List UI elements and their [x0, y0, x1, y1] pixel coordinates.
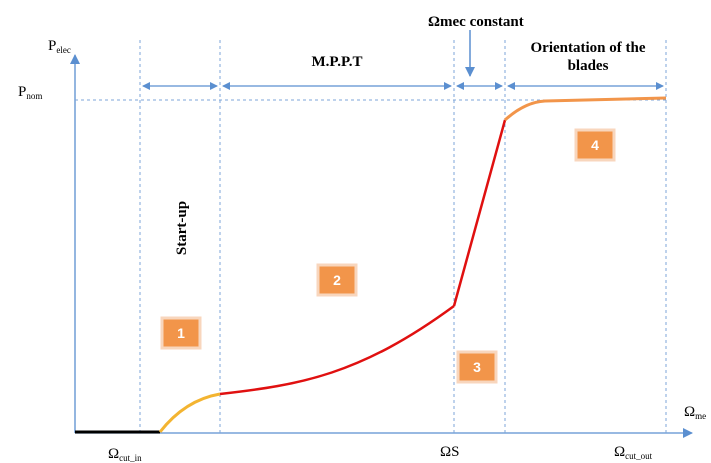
zone-label-orientation-line2: blades — [568, 58, 609, 74]
tick-label-cut-in: Ωcut_in — [108, 446, 142, 463]
tick-label-cut-out: Ωcut_out — [614, 444, 653, 461]
zone1-curve — [158, 392, 221, 433]
zone3-curve — [452, 119, 507, 307]
zone4-curve — [503, 96, 667, 122]
svg-text:4: 4 — [591, 137, 599, 153]
zone2-curve — [219, 304, 455, 396]
zone-label-startup: Start-up — [174, 201, 190, 255]
svg-text:1: 1 — [177, 325, 185, 341]
badge-3: 3 — [456, 350, 498, 384]
svg-text:3: 3 — [473, 359, 481, 375]
p-nom-label: Pnom — [18, 84, 42, 101]
zone-label-orientation-line1: Orientation of the — [531, 40, 646, 56]
badge-4: 4 — [574, 128, 616, 162]
svg-text:2: 2 — [333, 272, 341, 288]
tick-label-omega-s: ΩS — [440, 444, 460, 460]
badge-2: 2 — [316, 263, 358, 297]
y-axis-label: Pelec — [48, 38, 71, 55]
zone-label-mppt: M.P.P.T — [312, 54, 363, 70]
badge-1: 1 — [160, 316, 202, 350]
x-axis-label: Ωme — [684, 404, 706, 421]
zone-label-omega-constant: Ωmec constant — [428, 14, 524, 30]
